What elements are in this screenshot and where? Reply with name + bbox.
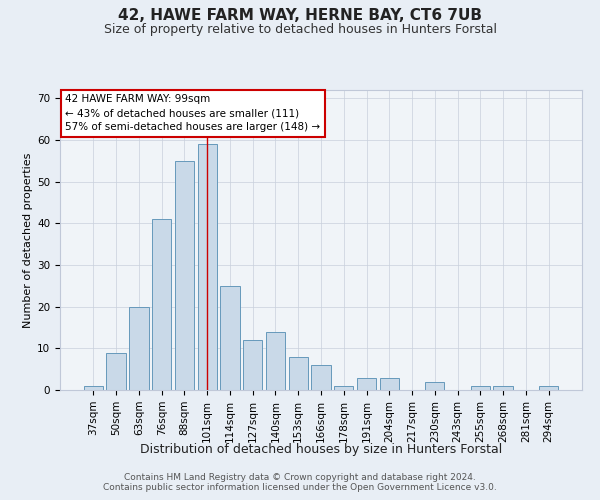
Bar xyxy=(493,386,513,390)
Bar xyxy=(380,378,399,390)
Y-axis label: Number of detached properties: Number of detached properties xyxy=(23,152,33,328)
Bar xyxy=(106,352,126,390)
Bar xyxy=(243,340,262,390)
Text: 42 HAWE FARM WAY: 99sqm
← 43% of detached houses are smaller (111)
57% of semi-d: 42 HAWE FARM WAY: 99sqm ← 43% of detache… xyxy=(65,94,320,132)
Bar xyxy=(470,386,490,390)
Bar xyxy=(334,386,353,390)
Bar xyxy=(425,382,445,390)
Bar xyxy=(152,219,172,390)
Bar xyxy=(357,378,376,390)
Bar xyxy=(84,386,103,390)
Text: 42, HAWE FARM WAY, HERNE BAY, CT6 7UB: 42, HAWE FARM WAY, HERNE BAY, CT6 7UB xyxy=(118,8,482,22)
Bar xyxy=(220,286,239,390)
Bar xyxy=(289,356,308,390)
Bar xyxy=(539,386,558,390)
Bar xyxy=(129,306,149,390)
Bar xyxy=(175,161,194,390)
Text: Contains HM Land Registry data © Crown copyright and database right 2024.: Contains HM Land Registry data © Crown c… xyxy=(124,472,476,482)
Bar xyxy=(266,332,285,390)
Bar xyxy=(197,144,217,390)
Text: Distribution of detached houses by size in Hunters Forstal: Distribution of detached houses by size … xyxy=(140,442,502,456)
Bar xyxy=(311,365,331,390)
Text: Size of property relative to detached houses in Hunters Forstal: Size of property relative to detached ho… xyxy=(104,22,497,36)
Text: Contains public sector information licensed under the Open Government Licence v3: Contains public sector information licen… xyxy=(103,482,497,492)
